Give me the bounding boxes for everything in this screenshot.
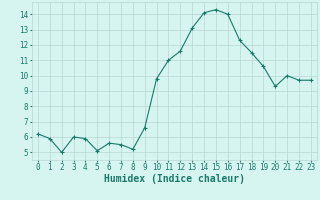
X-axis label: Humidex (Indice chaleur): Humidex (Indice chaleur) <box>104 174 245 184</box>
